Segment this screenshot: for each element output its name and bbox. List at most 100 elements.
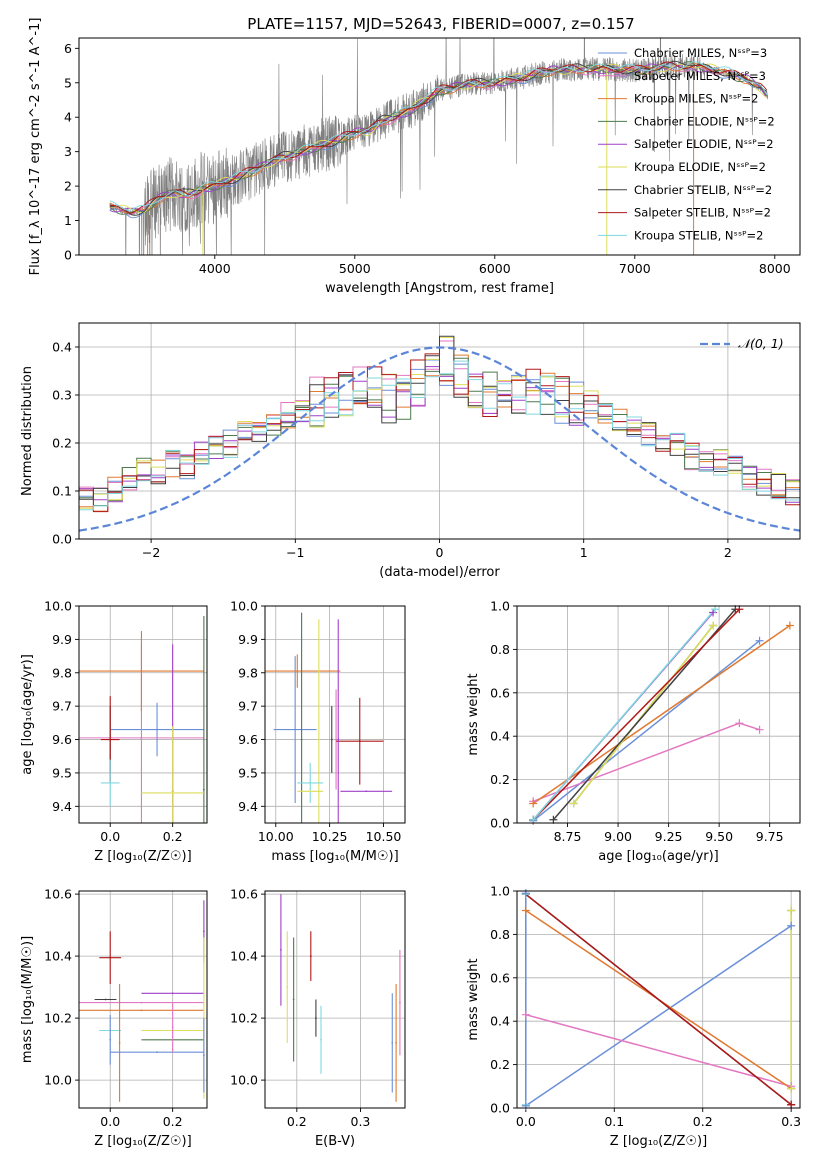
data-point-5	[320, 1038, 322, 1041]
data-point-4	[171, 992, 174, 995]
y-tick-label: 3	[64, 144, 72, 159]
x-axis-label: (data-model)/error	[379, 565, 500, 580]
data-point-8	[399, 1001, 401, 1004]
weight-marker-6-1	[787, 1100, 796, 1109]
y-axis-label: age [log₁₀(age/yr)]	[20, 654, 35, 775]
y-tick-label: 1.0	[490, 884, 510, 899]
y-tick-label: 0.2	[490, 1057, 510, 1072]
x-axis-label: E(B-V)	[315, 1134, 355, 1149]
x-axis-label: Z [log₁₀(Z/Z☉)]	[94, 849, 191, 864]
y-axis-label: mass [log₁₀(M/M☉)]	[20, 936, 35, 1063]
legend-label-0: Chabrier MILES, Nˢˢᴾ=3	[634, 46, 767, 60]
plot-area-age_vs_mass	[265, 612, 393, 823]
plot-area-residuals	[79, 335, 800, 532]
y-tick-label: 0.8	[490, 927, 510, 942]
legend-label-5: Kroupa ELODIE, Nˢˢᴾ=2	[634, 160, 766, 174]
y-axis-label: Normed distribution	[20, 366, 35, 496]
weight-line-0	[525, 925, 792, 1107]
plot-area-mass_vs_Z	[79, 900, 205, 1102]
y-tick-label: 1	[64, 213, 72, 228]
weight-line-8	[532, 608, 716, 821]
weight-marker-8-0	[529, 815, 538, 824]
model-line-8	[109, 61, 768, 211]
y-tick-label: 0.6	[490, 970, 510, 985]
y-tick-label: 0.3	[52, 388, 72, 403]
axes-frame	[78, 322, 801, 540]
y-tick-label: 2	[64, 179, 72, 194]
weight-marker-4-1	[787, 906, 796, 915]
x-tick-label: 8.75	[554, 829, 582, 844]
data-point-0	[294, 728, 297, 731]
gaussian-curve	[79, 346, 800, 532]
y-tick-label: 0.6	[490, 685, 510, 700]
histogram-7	[79, 353, 800, 513]
data-point-4	[365, 790, 368, 793]
x-tick-label: 2	[724, 545, 732, 560]
x-tick-label: 0.0	[100, 829, 120, 844]
panel-weight_vs_Z: 0.0 0.1 0.2 0.3 0.0 0.2 0.4 0.6 0.8 1.0 Z [log₁₀(Z…	[466, 884, 801, 1150]
y-tick-label: 10.6	[44, 887, 72, 902]
histogram-0	[79, 359, 800, 511]
data-point-6	[330, 738, 333, 741]
weight-marker-5-0	[569, 799, 578, 808]
data-point-1	[140, 736, 143, 739]
weight-line-1	[525, 1013, 792, 1088]
weight-marker-6-0	[549, 815, 558, 824]
data-point-10	[171, 1026, 174, 1029]
data-point-9	[118, 1042, 121, 1044]
y-tick-label: 0.4	[490, 729, 510, 744]
weight-marker-0-1	[755, 636, 764, 645]
y-tick-label: 10.2	[230, 1011, 258, 1026]
y-tick-label: 9.9	[238, 632, 258, 647]
data-point-9	[309, 790, 312, 793]
data-point-7	[109, 956, 112, 959]
y-tick-label: 0.4	[490, 1014, 510, 1029]
y-tick-label: 0.8	[490, 642, 510, 657]
x-tick-label: 0	[436, 545, 444, 560]
axes-frame	[78, 37, 801, 256]
data-point-0	[280, 949, 282, 951]
panel-mass_vs_ebv: 0.2 0.3 10.0 10.2 10.4 10.6 E(B-V)	[230, 887, 406, 1149]
y-tick-label: 10.4	[230, 949, 258, 964]
weight-marker-1-2	[755, 725, 764, 734]
weight-marker-4-0	[787, 1084, 796, 1093]
x-tick-label: 9.00	[604, 829, 632, 844]
y-tick-label: 9.5	[52, 765, 72, 780]
data-point-0	[156, 1051, 158, 1054]
data-point-2	[140, 1009, 143, 1012]
model-line-6	[109, 60, 767, 216]
weight-marker-2-1	[785, 621, 794, 630]
x-tick-label: 0.2	[163, 1114, 183, 1129]
y-tick-label: 9.4	[238, 799, 258, 814]
weight-marker-5-1	[709, 621, 718, 630]
x-tick-label: −1	[286, 545, 304, 560]
y-tick-label: 9.8	[52, 665, 72, 680]
y-axis-label: mass weight	[466, 673, 481, 755]
axes-frame	[264, 605, 406, 824]
legend-label-7: Salpeter STELIB, Nˢˢᴾ=2	[634, 206, 771, 220]
x-tick-label: 0.3	[781, 1114, 801, 1129]
figure-title: PLATE=1157, MJD=52643, FIBERID=0007, z=0…	[247, 15, 634, 33]
x-tick-label: −2	[142, 545, 160, 560]
x-tick-label: 4000	[199, 261, 231, 276]
histogram-2	[79, 354, 800, 512]
data-point-11	[109, 1038, 112, 1041]
y-tick-label: 0.0	[490, 816, 510, 831]
data-point-5	[171, 792, 174, 794]
x-tick-label: 7000	[619, 261, 651, 276]
x-tick-label: 0.0	[100, 1114, 120, 1129]
plot-area-weight_vs_age	[532, 608, 791, 822]
x-tick-label: 10.25	[312, 829, 348, 844]
y-axis-label: mass weight	[466, 958, 481, 1040]
histogram-1	[79, 340, 800, 498]
legend-label-6: Chabrier STELIB, Nˢˢᴾ=2	[634, 183, 772, 197]
x-tick-label: 10.00	[258, 829, 294, 844]
plot-area-weight_vs_Z	[525, 893, 792, 1107]
y-tick-label: 4	[64, 110, 72, 125]
panel-weight_vs_age: 8.75 9.00 9.25 9.50 9.75 0.0 0.2 0.4 0.6 0.8 1.0 ag…	[466, 599, 801, 864]
data-point-1	[140, 1001, 143, 1004]
x-axis-label: mass [log₁₀(M/M☉)]	[271, 849, 398, 864]
x-axis-label: age [log₁₀(age/yr)]	[598, 849, 719, 864]
data-point-12	[202, 930, 205, 933]
